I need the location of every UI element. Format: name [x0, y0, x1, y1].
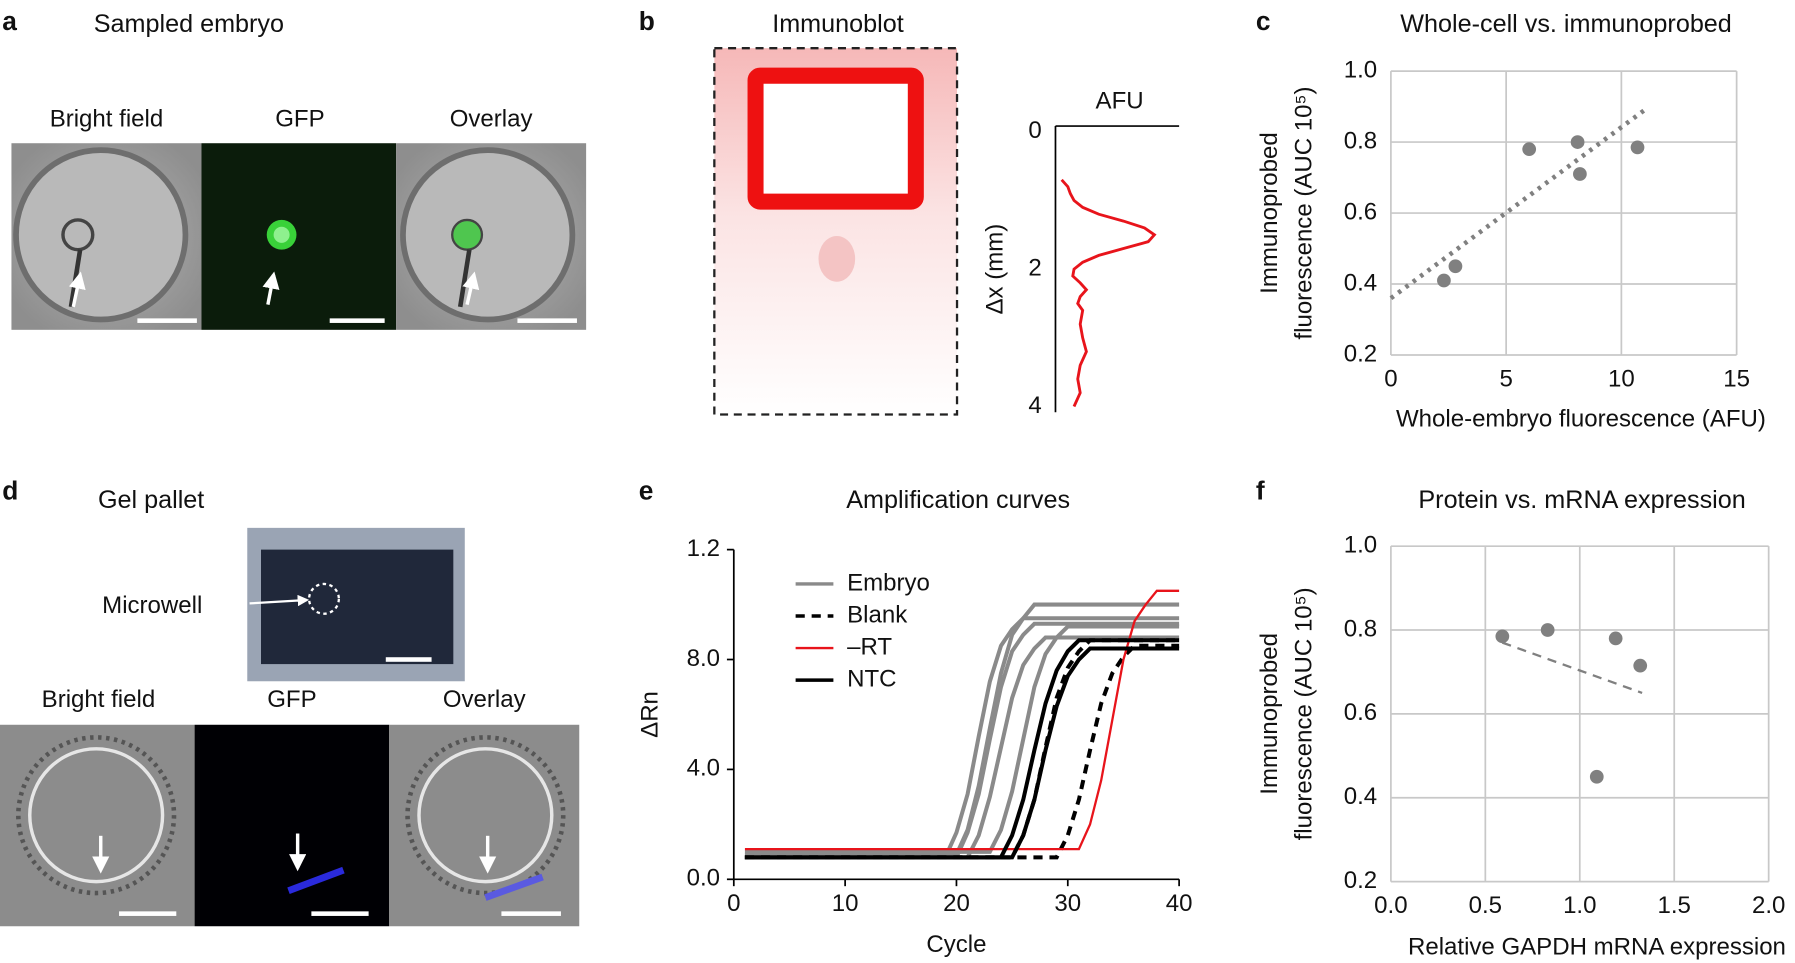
panel-title: Gel pallet [98, 486, 204, 514]
amplification-curve [744, 616, 1180, 860]
gfp-image [201, 143, 397, 330]
image-caption: Bright field [42, 686, 156, 713]
data-point [1608, 631, 1623, 646]
gfp-image [194, 724, 390, 927]
data-point [1633, 658, 1648, 673]
y-axis-label: fluorescence (AUC 10⁵) [1290, 87, 1317, 340]
x-tick-label: 10 [832, 890, 859, 917]
x-tick-label: 2.0 [1752, 892, 1785, 919]
panel-letter: a [2, 6, 17, 36]
y-tick-label: 0.8 [1344, 615, 1377, 642]
data-point [1522, 142, 1537, 157]
data-point [1437, 273, 1451, 288]
x-tick-label: 20 [943, 890, 970, 917]
image-caption: GFP [267, 686, 316, 713]
y-tick-label: 4.0 [687, 755, 720, 782]
microwell-image [247, 527, 465, 682]
panel-letter: c [1256, 6, 1271, 36]
legend-label: –RT [847, 633, 892, 660]
data-point [1540, 623, 1555, 637]
image-caption: Bright field [50, 106, 164, 133]
brightfield-image [11, 143, 202, 330]
amplification-curve [744, 602, 1180, 857]
y-tick-label: 1.2 [687, 535, 720, 562]
x-tick-label: 5 [1499, 366, 1512, 393]
brightfield-image [0, 724, 195, 927]
data-point [1495, 629, 1510, 644]
x-axis-label: Whole-embryo fluorescence (AFU) [1396, 406, 1766, 433]
y-axis-label: Immunoprobed [1256, 132, 1283, 294]
data-point [1448, 259, 1463, 274]
y-tick-label: 0 [1028, 117, 1041, 144]
axis-label: AFU [1096, 87, 1144, 114]
data-point [1573, 167, 1587, 181]
overlay-image [396, 143, 587, 330]
immunoblot-image [713, 47, 959, 416]
legend-label: NTC [847, 665, 896, 692]
x-axis-label: Relative GAPDH mRNA expression [1408, 933, 1786, 960]
legend-label: Blank [847, 601, 908, 628]
y-tick-label: 0.4 [1344, 783, 1377, 810]
amplification-curve [744, 621, 1180, 860]
data-point [1630, 140, 1645, 155]
amplification-curve [744, 646, 1180, 860]
x-tick-label: 0 [1384, 366, 1397, 393]
chart-title: Amplification curves [846, 486, 1070, 514]
y-axis-label: Immunoprobed [1256, 633, 1283, 795]
x-tick-label: 0 [727, 890, 740, 917]
y-tick-label: 4 [1028, 392, 1041, 419]
legend-label: Embryo [847, 569, 930, 596]
data-point [1570, 135, 1585, 149]
amplification-curve [744, 635, 1180, 860]
panel-title: Immunoblot [772, 10, 904, 38]
panel-title: Sampled embryo [94, 10, 284, 38]
x-tick-label: 10 [1608, 366, 1635, 393]
y-tick-label: 0.8 [1344, 127, 1377, 154]
image-caption: Overlay [443, 686, 526, 713]
x-tick-label: 1.0 [1563, 892, 1596, 919]
amplification-curve [744, 643, 1180, 860]
y-tick-label: 0.6 [1344, 699, 1377, 726]
axis-label: Δx (mm) [981, 224, 1008, 315]
chart-title: Protein vs. mRNA expression [1418, 486, 1745, 514]
x-tick-label: 15 [1723, 366, 1750, 393]
x-tick-label: 40 [1166, 890, 1193, 917]
y-tick-label: 8.0 [687, 645, 720, 672]
y-tick-label: 0.2 [1344, 867, 1377, 894]
panel-letter: b [639, 6, 655, 36]
profile-trace [1060, 178, 1157, 408]
x-tick-label: 30 [1054, 890, 1081, 917]
y-tick-label: 0.2 [1344, 340, 1377, 367]
panel-letter: f [1256, 475, 1265, 505]
x-tick-label: 1.5 [1658, 892, 1691, 919]
x-tick-label: 0.5 [1469, 892, 1502, 919]
y-axis-label: fluorescence (AUC 10⁵) [1290, 587, 1317, 840]
y-tick-label: 0.6 [1344, 198, 1377, 225]
trendline [1501, 641, 1643, 695]
inset-label: Microwell [102, 592, 202, 619]
overlay-image [389, 724, 580, 927]
chart-title: Whole-cell vs. immunoprobed [1400, 10, 1732, 38]
image-caption: GFP [275, 106, 324, 133]
trendline [1389, 108, 1646, 301]
x-tick-label: 0.0 [1374, 892, 1407, 919]
y-tick-label: 1.0 [1344, 532, 1377, 559]
panel-letter: e [639, 475, 654, 505]
panel-letter: d [2, 475, 18, 505]
amplification-curve [744, 589, 1180, 851]
y-axis-label: ΔRn [637, 691, 664, 738]
y-tick-label: 2 [1028, 254, 1041, 281]
y-tick-label: 0.4 [1344, 269, 1377, 296]
y-tick-label: 1.0 [1344, 56, 1377, 83]
image-caption: Overlay [450, 106, 533, 133]
data-point [1589, 769, 1604, 784]
y-tick-label: 0.0 [687, 865, 720, 892]
x-axis-label: Cycle [926, 931, 986, 958]
